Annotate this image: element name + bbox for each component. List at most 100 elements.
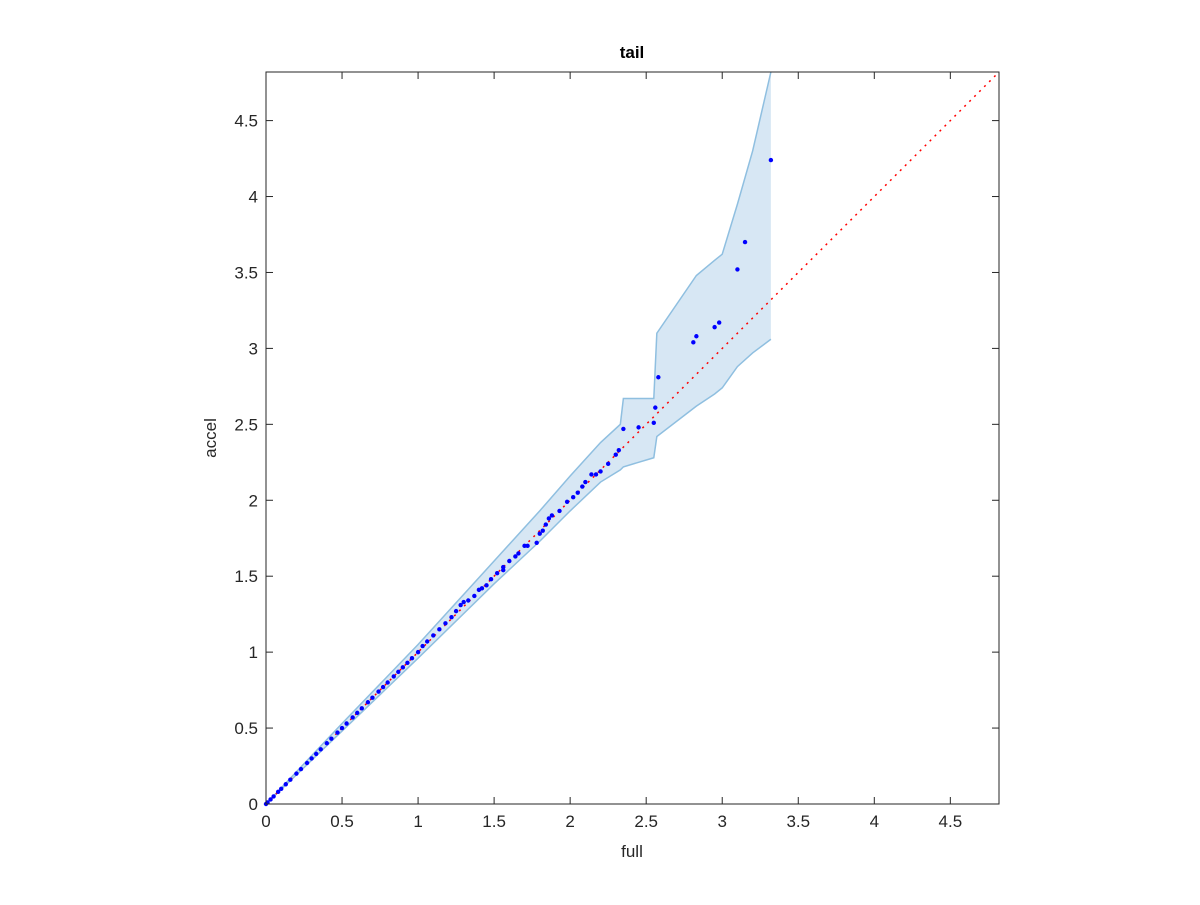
data-point — [651, 420, 656, 426]
data-point — [694, 334, 699, 339]
x-tick-label: 4 — [870, 812, 879, 831]
data-point — [507, 558, 512, 564]
data-point — [268, 797, 273, 802]
data-point — [525, 543, 530, 549]
data-point — [309, 756, 314, 761]
data-point — [540, 528, 545, 533]
data-point — [279, 786, 284, 792]
x-tick-label: 2.5 — [634, 812, 658, 831]
x-tick-label: 0 — [261, 812, 270, 831]
confidence-band — [266, 72, 771, 804]
data-point — [318, 747, 323, 752]
data-point — [275, 789, 281, 795]
data-point — [691, 340, 696, 345]
y-tick-label: 0.5 — [234, 719, 258, 738]
data-point — [656, 375, 661, 380]
data-point — [712, 324, 717, 330]
data-point — [768, 157, 774, 163]
data-point — [484, 583, 489, 588]
data-point — [453, 608, 459, 614]
data-point — [329, 736, 334, 741]
data-point — [653, 405, 658, 410]
data-point — [621, 426, 626, 432]
data-point — [298, 766, 304, 772]
data-point — [458, 602, 463, 608]
y-tick-label: 3.5 — [234, 263, 258, 282]
data-point — [409, 656, 415, 661]
y-tick-label: 1.5 — [234, 567, 258, 586]
data-point — [437, 627, 442, 632]
axes-box — [265, 71, 1000, 805]
data-point — [593, 472, 599, 477]
data-point — [304, 760, 310, 766]
data-point — [294, 771, 299, 776]
data-point — [534, 540, 539, 545]
data-point — [583, 479, 588, 485]
data-point — [324, 741, 330, 746]
data-point — [385, 680, 390, 685]
y-tick-label: 1 — [249, 643, 258, 662]
data-point — [359, 706, 365, 711]
data-point — [516, 551, 521, 556]
data-point — [605, 461, 611, 467]
data-point — [461, 599, 466, 605]
chart-title: tail — [620, 43, 645, 62]
data-point — [472, 593, 477, 599]
data-point — [391, 674, 396, 679]
data-point — [598, 469, 603, 474]
data-point — [420, 643, 425, 649]
data-point — [370, 695, 375, 700]
data-point — [431, 633, 436, 638]
data-point — [466, 598, 471, 603]
y-tick-label: 0 — [249, 795, 258, 814]
data-point — [513, 554, 518, 559]
data-point — [613, 452, 618, 457]
data-point — [424, 639, 430, 644]
data-point — [335, 730, 340, 735]
data-point — [396, 669, 401, 675]
x-tick-label: 1.5 — [482, 812, 506, 831]
data-point — [537, 531, 542, 536]
data-point — [380, 684, 386, 690]
data-point — [449, 615, 454, 620]
x-tick-label: 2 — [565, 812, 574, 831]
data-point — [288, 777, 293, 782]
y-tick-label: 4.5 — [234, 112, 258, 131]
data-point — [570, 495, 576, 500]
y-tick-label: 2.5 — [234, 415, 258, 434]
data-point — [400, 665, 406, 670]
x-axis-label: full — [621, 842, 643, 861]
data-point — [716, 320, 722, 325]
data-point — [589, 472, 594, 477]
data-point — [271, 794, 276, 799]
data-point — [580, 484, 585, 489]
x-tick-label: 3 — [717, 812, 726, 831]
data-point — [344, 721, 349, 726]
data-point — [549, 513, 555, 518]
data-point — [365, 700, 371, 705]
x-tick-label: 0.5 — [330, 812, 354, 831]
data-point — [616, 447, 622, 453]
data-point — [546, 516, 552, 521]
data-point — [735, 267, 740, 272]
data-point — [415, 649, 421, 655]
data-point — [443, 621, 448, 626]
data-point — [522, 543, 527, 549]
data-point — [575, 490, 580, 495]
data-point — [355, 710, 360, 716]
data-point — [283, 782, 288, 787]
data-point — [350, 715, 355, 720]
data-point — [405, 660, 410, 665]
y-tick-label: 3 — [249, 339, 258, 358]
data-point — [313, 751, 319, 757]
band-lower-edge — [265, 338, 772, 805]
data-point — [564, 499, 570, 504]
data-point — [557, 508, 562, 514]
data-point — [376, 689, 381, 694]
y-tick-label: 4 — [249, 188, 258, 207]
data-point — [339, 725, 345, 731]
x-tick-label: 4.5 — [939, 812, 963, 831]
data-point — [636, 425, 641, 430]
data-point — [488, 577, 494, 582]
